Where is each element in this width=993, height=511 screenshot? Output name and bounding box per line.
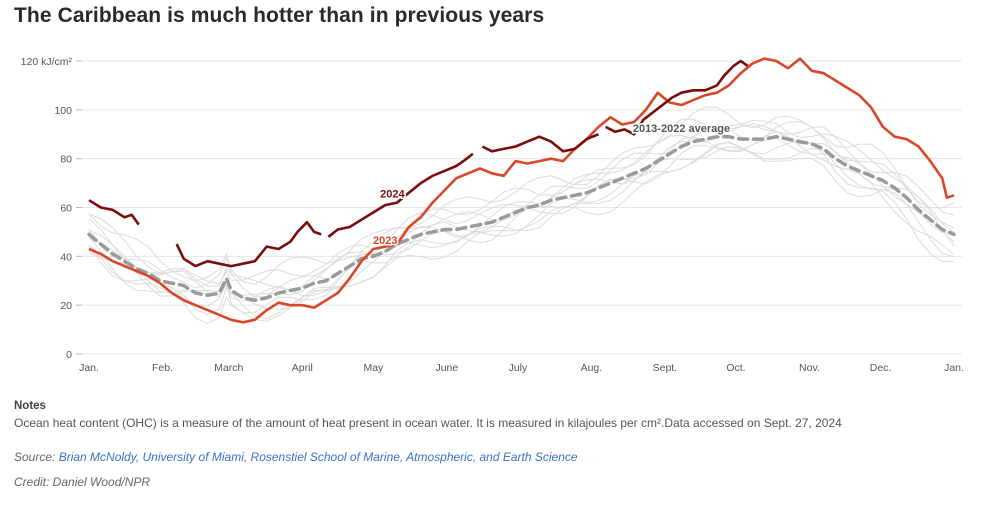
x-tick-label: Aug. <box>581 362 603 374</box>
background-year-line <box>88 106 955 286</box>
x-tick-label: Jan. <box>79 362 99 374</box>
x-tick-label: March <box>214 362 243 374</box>
series-label: 2013-2022 average <box>633 123 730 135</box>
background-year-line <box>88 136 955 302</box>
x-tick-label: July <box>509 362 528 374</box>
background-years <box>88 106 955 324</box>
y-tick-label: 100 <box>54 105 72 117</box>
notes-heading: Notes <box>14 400 46 412</box>
series-2013-2022-average-line <box>87 134 956 303</box>
background-year-line <box>88 118 955 285</box>
series-2023-line <box>88 57 955 324</box>
x-tick-label: April <box>292 362 313 374</box>
y-axis: 0 20 40 60 80 100 120 kJ/cm² <box>21 56 82 361</box>
x-tick-label: Oct. <box>726 362 745 374</box>
chart-title: The Caribbean is much hotter than in pre… <box>14 4 545 27</box>
series-lines <box>87 57 956 324</box>
x-tick-label: Feb. <box>152 362 173 374</box>
gridlines <box>76 60 962 355</box>
x-tick-label: June <box>435 362 458 374</box>
background-year-line <box>88 131 955 314</box>
source-line: Source: Brian McNoldy, University of Mia… <box>14 450 578 464</box>
source-link[interactable]: Brian McNoldy, University of Miami, Rose… <box>58 450 578 464</box>
x-tick-label: Dec. <box>870 362 892 374</box>
credit-line: Credit: Daniel Wood/NPR <box>14 475 151 489</box>
series-label: 2024 <box>380 189 405 201</box>
chart-svg: 0 20 40 60 80 100 120 kJ/cm² Jan. Feb. March Apri… <box>21 56 964 374</box>
y-tick-label: 40 <box>60 251 72 263</box>
y-tick-label: 0 <box>66 349 72 361</box>
y-tick-label: 20 <box>60 300 72 312</box>
background-year-line <box>88 125 955 291</box>
series-2024-line-segment <box>175 220 322 268</box>
y-tick-label: 120 kJ/cm² <box>21 56 73 68</box>
y-tick-label: 60 <box>60 203 72 215</box>
series-2024-line-segment <box>481 133 599 153</box>
series-label: 2023 <box>373 235 397 247</box>
series-2024-line-segment <box>605 59 749 136</box>
series-2024-line-segment <box>88 199 140 226</box>
x-tick-label: Sept. <box>653 362 678 374</box>
x-tick-label: Jan. <box>944 362 964 374</box>
notes-text: Ocean heat content (OHC) is a measure of… <box>14 416 842 430</box>
background-year-line <box>88 141 955 324</box>
background-year-line <box>88 146 955 315</box>
x-axis: Jan. Feb. March April May June July Aug. Sept. Oc… <box>79 362 964 374</box>
series-2024-line-segment <box>327 152 474 238</box>
source-label: Source: <box>14 450 59 464</box>
series-labels: 2024 2023 2013-2022 average <box>371 121 731 248</box>
notes-section: Notes Ocean heat content (OHC) is a meas… <box>14 400 974 430</box>
x-tick-label: May <box>363 362 384 374</box>
y-tick-label: 80 <box>60 154 72 166</box>
x-tick-label: Nov. <box>799 362 820 374</box>
